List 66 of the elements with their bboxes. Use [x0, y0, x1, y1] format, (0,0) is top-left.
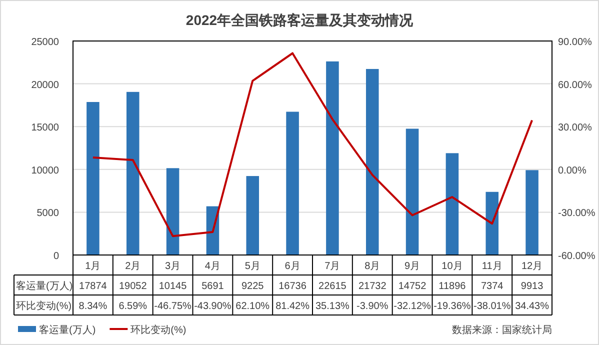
x-tick-label: 7月 — [324, 261, 340, 272]
x-tick-label: 8月 — [364, 261, 380, 272]
bar — [86, 102, 100, 255]
x-tick-label: 5月 — [244, 261, 260, 272]
bar — [246, 176, 260, 255]
legend-label: 环比变动(%) — [130, 324, 186, 336]
data-label: -32.12% — [394, 301, 432, 312]
bar — [366, 68, 379, 255]
x-tick-label: 11月 — [482, 261, 502, 272]
data-label: 19052 — [118, 281, 148, 292]
data-label: 62.10% — [236, 301, 270, 312]
bar — [166, 168, 180, 255]
bar — [286, 112, 299, 255]
bar — [326, 61, 339, 255]
data-label: 9913 — [520, 281, 544, 292]
bar — [526, 170, 538, 255]
legend-label: 客运量(万人) — [39, 324, 96, 336]
data-label: 10145 — [158, 281, 188, 292]
data-label: -19.36% — [434, 301, 471, 312]
y-tick-label: 20000 — [31, 80, 60, 91]
data-label: 7374 — [481, 281, 504, 292]
source-note: 数据来源：国家统计局 — [452, 324, 552, 336]
data-label: 9225 — [242, 281, 264, 292]
data-label: 6.59% — [118, 301, 148, 312]
y-tick-label: 0 — [53, 251, 60, 262]
data-label: 5691 — [202, 281, 224, 292]
data-label: -46.75% — [154, 301, 192, 312]
data-label: 35.13% — [315, 301, 350, 312]
y-tick-label: 10000 — [31, 165, 60, 176]
y2-tick-label: -30.00% — [558, 208, 596, 220]
data-label: 17874 — [79, 281, 108, 292]
bar — [126, 92, 140, 255]
data-label: 14752 — [398, 281, 427, 292]
data-label: 81.42% — [276, 301, 310, 312]
bar — [406, 128, 419, 255]
data-label: 21732 — [358, 281, 387, 292]
bar — [446, 153, 459, 255]
x-tick-label: 12月 — [521, 261, 543, 272]
y2-tick-label: 60.00% — [558, 80, 592, 91]
line-series — [92, 52, 534, 238]
data-label: 22615 — [318, 281, 347, 292]
y-tick-label: 15000 — [31, 122, 60, 134]
bar — [486, 192, 499, 255]
data-label: 34.43% — [515, 301, 550, 312]
y2-tick-label: 90.00% — [558, 37, 592, 48]
x-tick-label: 2月 — [125, 261, 141, 272]
text: 环比变动(%) — [16, 301, 72, 312]
x-tick-label: 10月 — [442, 261, 463, 272]
x-tick-label: 1月 — [85, 261, 101, 272]
x-tick-label: 4月 — [204, 261, 220, 272]
text: 客运量(万人) — [16, 281, 73, 292]
x-tick-label: 9月 — [404, 261, 420, 272]
chart-title: 2022年全国铁路客运量及其变动情况 — [186, 12, 414, 28]
data-label: 11896 — [438, 281, 466, 292]
y-tick-label: 5000 — [36, 208, 60, 220]
y2-tick-label: 0.00% — [558, 165, 586, 176]
data-label: -38.01% — [474, 301, 511, 312]
data-label: -3.90% — [356, 301, 388, 312]
data-label: 16736 — [278, 281, 307, 292]
x-tick-label: 3月 — [165, 261, 181, 272]
x-tick-label: 6月 — [284, 261, 300, 272]
data-label: -43.90% — [194, 301, 232, 312]
y2-tick-label: 30.00% — [558, 122, 592, 134]
y2-tick-label: -60.00% — [558, 251, 596, 262]
y-tick-label: 25000 — [31, 37, 60, 48]
data-label: 8.34% — [78, 301, 108, 312]
